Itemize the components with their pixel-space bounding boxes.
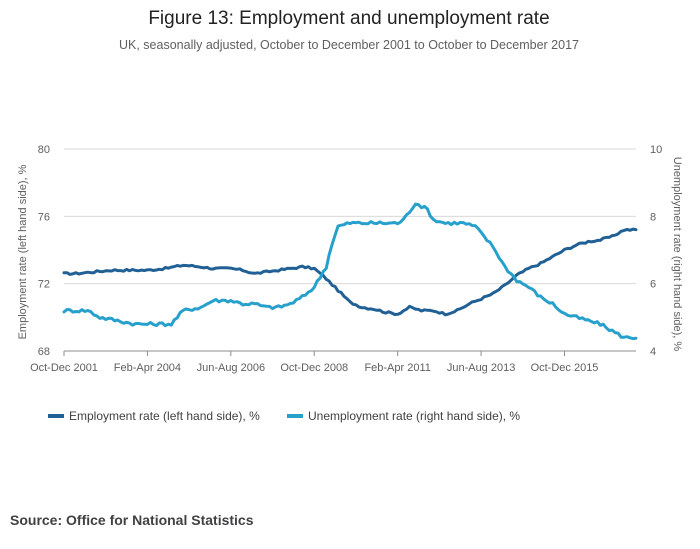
y-tick-label-left: 80 (38, 144, 50, 156)
legend: Employment rate (left hand side), % Unem… (48, 409, 520, 423)
x-tick-label: Feb-Apr 2011 (364, 362, 430, 374)
y-tick-label-right: 8 (650, 211, 656, 223)
legend-label-employment: Employment rate (left hand side), % (69, 409, 260, 423)
x-tick-label: Oct-Dec 2015 (531, 362, 599, 374)
y-tick-label-left: 76 (38, 211, 50, 223)
x-tick-label: Feb-Apr 2004 (114, 362, 181, 374)
y-tick-label-right: 4 (650, 346, 656, 358)
y-axis-label-right: Unemployment rate (right hand side), % (671, 157, 683, 352)
series-line-employment (62, 227, 638, 317)
x-tick-label: Jun-Aug 2013 (447, 362, 516, 374)
y-tick-label-right: 6 (650, 279, 656, 291)
x-tick-label: Jun-Aug 2006 (197, 362, 266, 374)
y-tick-label-right: 10 (650, 144, 662, 156)
chart-subtitle: UK, seasonally adjusted, October to Dece… (119, 38, 579, 52)
y-tick-label-left: 72 (38, 279, 50, 291)
y-axis-label-left: Employment rate (left hand side), % (17, 164, 29, 339)
chart-title: Figure 13: Employment and unemployment r… (148, 8, 549, 29)
series-line-unemployment (62, 202, 638, 341)
y-tick-label-left: 68 (38, 346, 50, 358)
x-tick-label: Oct-Dec 2001 (30, 362, 98, 374)
source-note: Source: Office for National Statistics (10, 512, 254, 528)
x-tick-label: Oct-Dec 2008 (280, 362, 348, 374)
legend-label-unemployment: Unemployment rate (right hand side), % (308, 409, 520, 423)
